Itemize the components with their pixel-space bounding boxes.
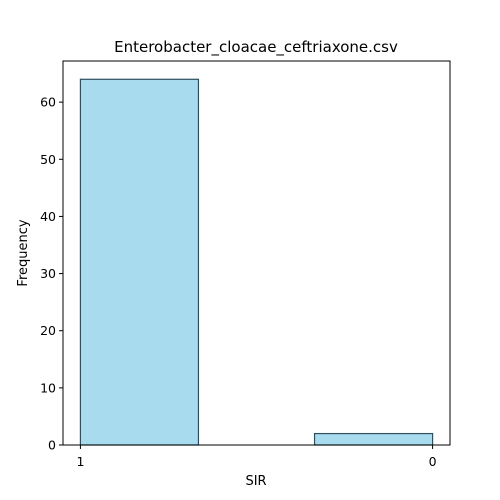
y-tick-label: 40 xyxy=(40,209,56,224)
bar-1 xyxy=(79,78,200,446)
y-tick-label: 50 xyxy=(40,152,56,167)
bar-0 xyxy=(313,432,434,446)
y-tick-label: 10 xyxy=(40,380,56,395)
plot-frame xyxy=(62,60,451,446)
y-tick-label: 0 xyxy=(48,438,56,453)
y-tick-label: 30 xyxy=(40,266,56,281)
x-tick-label: 0 xyxy=(429,454,437,469)
x-axis-label: SIR xyxy=(245,474,266,489)
x-tick-label: 1 xyxy=(76,454,84,469)
y-tick-label: 20 xyxy=(40,323,56,338)
y-tick-label: 60 xyxy=(40,95,56,110)
chart-title: Enterobacter_cloacae_ceftriaxone.csv xyxy=(114,38,398,57)
y-axis-label: Frequency xyxy=(16,219,31,286)
